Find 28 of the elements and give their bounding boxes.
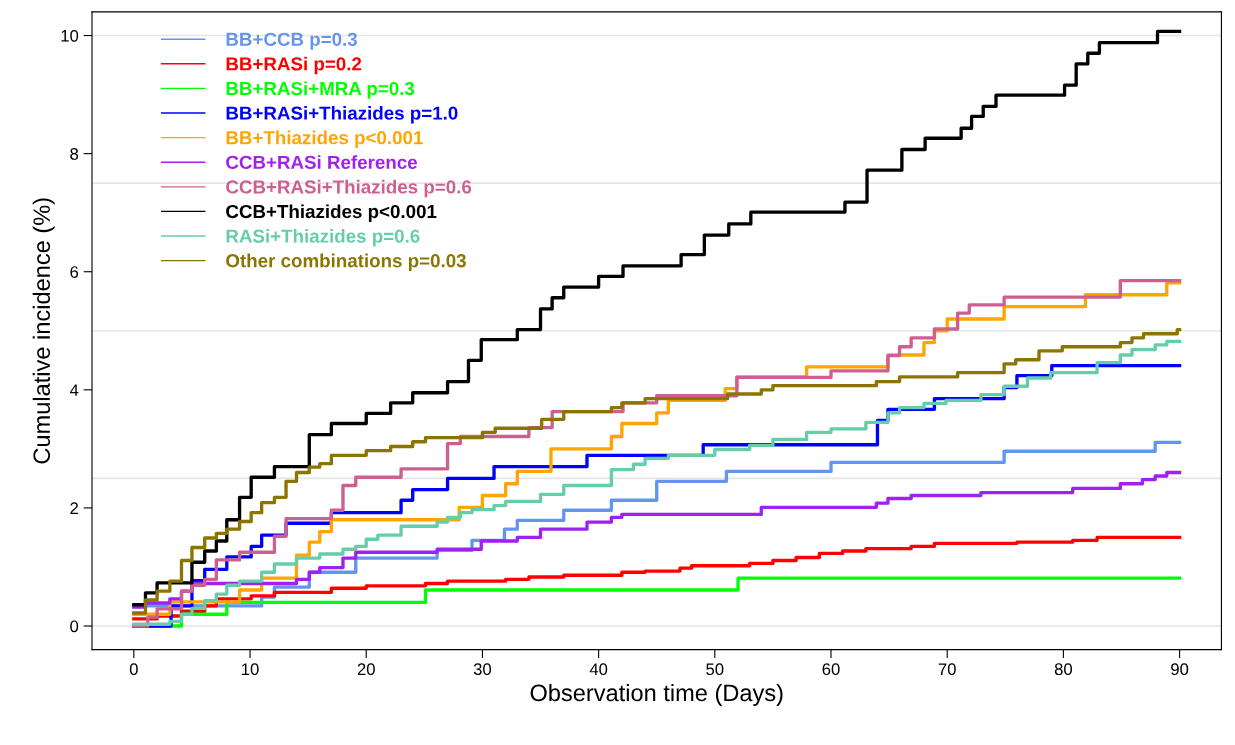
legend-label: Other combinations p=0.03 [226,253,466,272]
x-axis-title: Observation time (Days) [530,683,783,706]
x-tick-label: 70 [938,663,956,676]
legend-label: BB+RASi+Thiazides p=1.0 [226,105,458,124]
y-tick-label: 2 [70,502,78,514]
x-tick-label: 30 [473,663,492,676]
legend-label: BB+CCB p=0.3 [226,32,358,50]
y-tick-label: 4 [69,384,79,396]
x-tick-label: 50 [706,663,724,676]
y-tick-label: 8 [70,148,79,160]
x-tick-label: 80 [1054,663,1073,676]
y-axis-title: Cumulative incidence (%) [32,198,55,464]
x-tick-label: 0 [129,663,138,676]
legend-label: CCB+RASi+Thiazides p=0.6 [226,179,472,198]
y-tick-label: 0 [70,620,79,633]
legend-label: CCB+RASi Reference [226,155,417,169]
legend-label: CCB+Thiazides p<0.001 [226,204,437,222]
legend-label: BB+RASi+MRA p=0.3 [226,81,415,99]
y-tick-label: 10 [61,29,79,42]
x-tick-label: 10 [242,663,259,676]
legend-label: BB+RASi p=0.2 [226,56,362,75]
legend-label: RASi+Thiazides p=0.6 [226,229,420,247]
x-tick-label: 60 [822,663,840,676]
x-tick-label: 20 [357,663,375,676]
x-tick-label: 90 [1171,663,1189,676]
x-tick-label: 40 [589,663,608,676]
y-tick-label: 6 [70,266,79,278]
legend-label: BB+Thiazides p<0.001 [226,130,423,149]
